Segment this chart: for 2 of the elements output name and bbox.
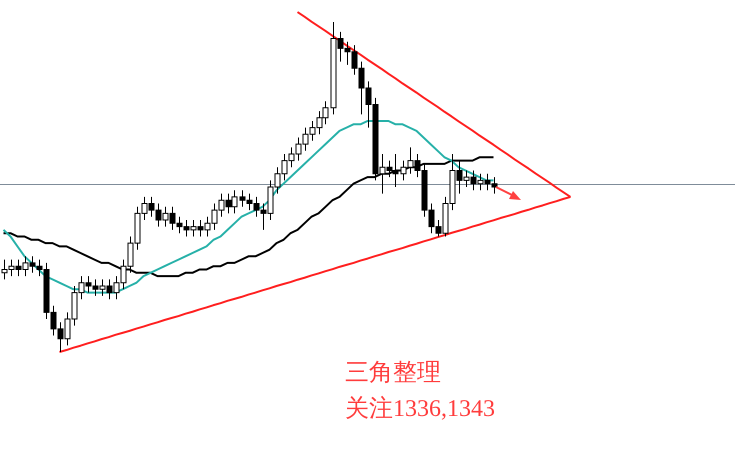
text: 三角整理	[345, 359, 441, 388]
text: 关注1336,1343	[345, 394, 495, 424]
